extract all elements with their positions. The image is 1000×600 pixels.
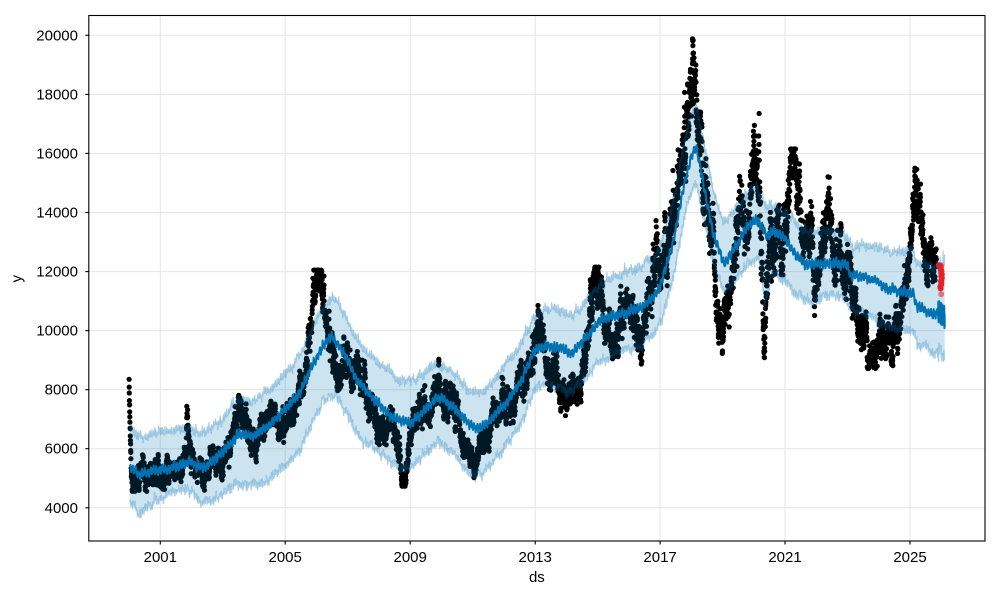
svg-text:12000: 12000 [36, 264, 78, 281]
svg-text:4000: 4000 [45, 500, 78, 517]
svg-text:10000: 10000 [36, 323, 78, 340]
svg-text:2001: 2001 [144, 549, 177, 566]
svg-text:2009: 2009 [394, 549, 427, 566]
svg-text:6000: 6000 [45, 441, 78, 458]
svg-text:2005: 2005 [269, 549, 302, 566]
svg-text:14000: 14000 [36, 205, 78, 222]
svg-text:y: y [9, 275, 26, 283]
svg-text:16000: 16000 [36, 145, 78, 162]
svg-text:8000: 8000 [45, 382, 78, 399]
svg-text:2013: 2013 [519, 549, 552, 566]
svg-text:20000: 20000 [36, 27, 78, 44]
svg-text:2021: 2021 [768, 549, 801, 566]
svg-text:2017: 2017 [643, 549, 676, 566]
svg-text:18000: 18000 [36, 86, 78, 103]
svg-text:ds: ds [529, 569, 545, 586]
svg-text:2025: 2025 [893, 549, 926, 566]
